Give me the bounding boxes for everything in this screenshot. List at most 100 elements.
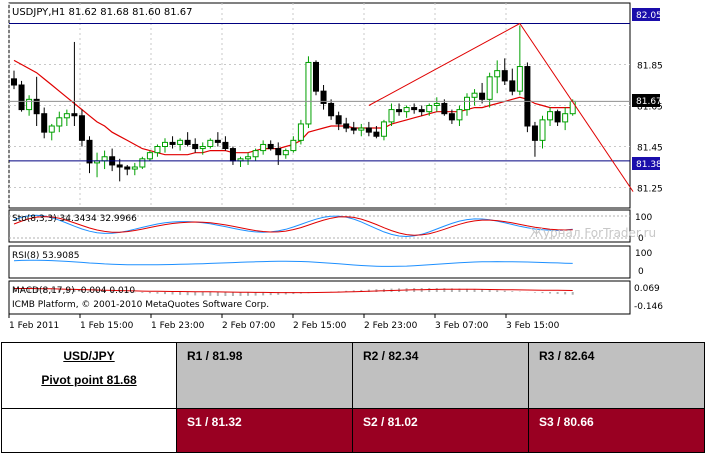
candle-body xyxy=(260,143,267,152)
x-tick-label: 2 Feb 15:00 xyxy=(293,321,347,331)
candle-body xyxy=(328,102,335,117)
stochastic-label: Sto(8,3,3) 34.3434 32.9966 xyxy=(12,214,137,224)
price-tag-current-label: 81.67 xyxy=(636,97,662,107)
candle-body xyxy=(426,105,433,113)
x-tick-label: 2 Feb 23:00 xyxy=(364,321,418,331)
candle-body xyxy=(169,141,176,145)
trend-line xyxy=(519,23,634,192)
candle-body xyxy=(199,146,206,150)
candle-body xyxy=(365,127,372,133)
price-tag-top-label: 82.05 xyxy=(636,11,662,21)
candle-body xyxy=(86,139,93,164)
candle-body xyxy=(48,125,55,133)
candle-body xyxy=(252,150,259,158)
candle-body xyxy=(539,119,546,141)
candle-body xyxy=(56,117,63,127)
candle-body xyxy=(396,109,403,113)
candle-body xyxy=(305,61,312,125)
candle-body xyxy=(501,70,508,82)
candle-body xyxy=(524,66,531,127)
candle-body xyxy=(101,156,108,162)
candle-body xyxy=(554,111,561,123)
candle-body xyxy=(139,158,146,168)
s3-cell: S3 / 80.66 xyxy=(528,408,705,453)
x-tick-label: 1 Feb 2011 xyxy=(9,321,59,331)
y-tick-label: 81.85 xyxy=(637,62,663,72)
stochastic-signal-line xyxy=(13,216,573,236)
rsi-tick-0: 0 xyxy=(638,267,644,277)
candle-body xyxy=(146,152,153,160)
x-tick-label: 3 Feb 07:00 xyxy=(435,321,489,331)
candle-body xyxy=(516,66,523,92)
candle-body xyxy=(245,156,252,160)
candle-body xyxy=(418,109,425,113)
copyright-text: ICMB Platform, © 2001-2010 MetaQuotes So… xyxy=(12,300,269,310)
candle-body xyxy=(471,92,478,98)
candle-body xyxy=(486,76,493,100)
candle-body xyxy=(350,127,357,131)
y-tick-label: 81.65 xyxy=(637,103,663,113)
pivot-table: USD/JPY Pivot point 81.68 R1 / 81.98 R2 … xyxy=(1,342,705,453)
candle-body xyxy=(313,61,319,92)
macd-tick-bottom: -0.146 xyxy=(634,302,663,312)
candle-body xyxy=(177,139,184,145)
candle-body xyxy=(192,143,199,150)
candle-body xyxy=(71,113,78,117)
candle-body xyxy=(78,115,85,141)
price-tag-current xyxy=(632,94,660,107)
candle-body xyxy=(63,113,70,119)
candle-body xyxy=(464,96,470,111)
candle-body xyxy=(373,131,380,137)
y-tick-label: 81.25 xyxy=(637,185,663,195)
candle-body xyxy=(433,102,440,106)
candle-body xyxy=(320,90,327,104)
stochastic-main-line xyxy=(13,214,573,238)
macd-tick-top: 0.069 xyxy=(634,284,660,294)
candle-body xyxy=(116,164,123,168)
watermark: Журнал ForTrader.ru xyxy=(530,226,656,240)
candle-body xyxy=(282,150,289,156)
pivot-point-label: Pivot point 81.68 xyxy=(41,373,137,387)
pivot-empty-cell xyxy=(1,408,177,453)
candle-body xyxy=(18,84,25,111)
price-tag-bottom-label: 81.38 xyxy=(636,160,662,170)
candle-body xyxy=(297,123,304,141)
candle-body xyxy=(531,125,538,141)
candle-body xyxy=(11,78,17,86)
macd-label: MACD(8,17,9) -0.004 0.010 xyxy=(12,286,135,296)
candle-body xyxy=(441,102,448,115)
candle-body xyxy=(275,148,282,156)
candle-body xyxy=(448,113,455,121)
rsi-line xyxy=(13,259,573,267)
candle-body xyxy=(26,98,33,111)
candle-body xyxy=(267,143,274,150)
macd-panel xyxy=(8,280,631,315)
stochastic-tick-100: 100 xyxy=(635,213,652,223)
macd-signal-line xyxy=(14,288,573,294)
candle-body xyxy=(124,166,131,170)
rsi-label: RSI(8) 53.9085 xyxy=(12,251,79,261)
pair-label: USD/JPY xyxy=(63,349,115,363)
candle-body xyxy=(562,113,569,123)
candle-body xyxy=(41,113,48,133)
y-tick-label: 81.45 xyxy=(637,144,663,154)
candle-body xyxy=(335,115,342,125)
price-chart: USDJPY,H1 81.62 81.68 81.60 81.67 81.85 8… xyxy=(8,2,664,331)
s2-cell: S2 / 81.02 xyxy=(352,408,529,453)
price-tag-bottom xyxy=(632,157,660,170)
chart-title: USDJPY,H1 81.62 81.68 81.60 81.67 xyxy=(12,7,193,18)
r3-cell: R3 / 82.64 xyxy=(528,342,705,409)
candle-body xyxy=(162,141,168,147)
stochastic-tick-0: 0 xyxy=(638,234,644,244)
candle-body xyxy=(229,148,236,162)
candle-body xyxy=(411,107,418,111)
x-tick-label: 2 Feb 07:00 xyxy=(222,321,276,331)
r2-cell: R2 / 82.34 xyxy=(352,342,529,409)
candle-body xyxy=(290,139,297,152)
pivot-label-cell: USD/JPY Pivot point 81.68 xyxy=(1,342,177,409)
candle-body xyxy=(131,166,138,170)
x-tick-label: 3 Feb 15:00 xyxy=(506,321,560,331)
candle-body xyxy=(343,123,350,129)
price-tag-top xyxy=(632,8,660,21)
candle-body xyxy=(154,146,161,154)
